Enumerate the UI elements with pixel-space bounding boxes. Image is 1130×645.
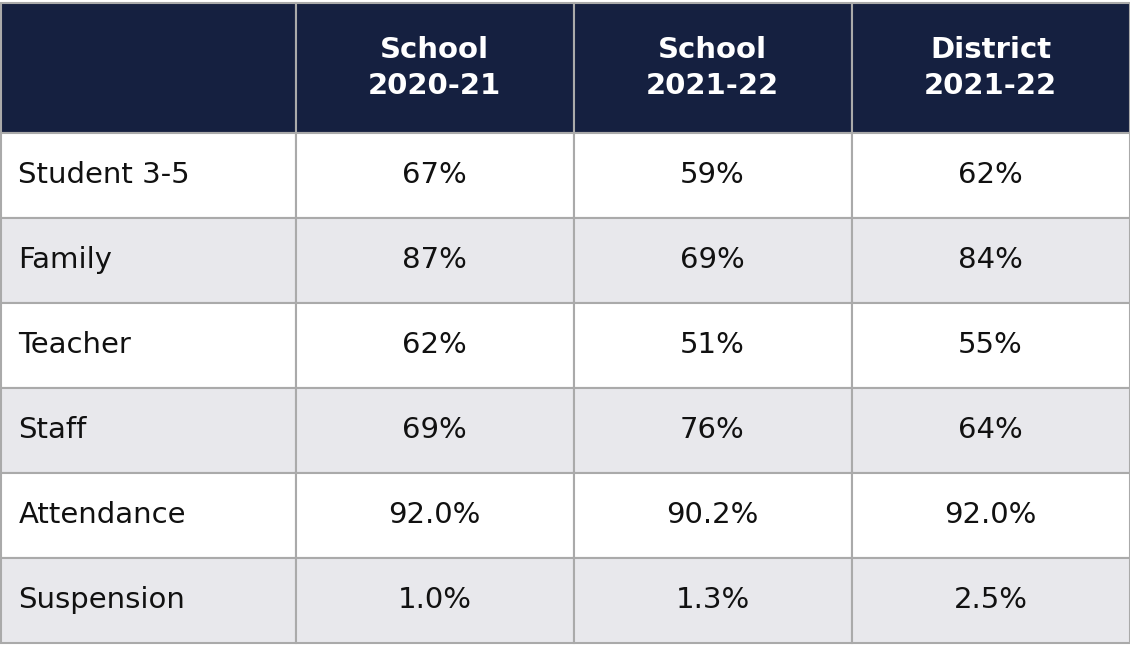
- Text: 2020-21: 2020-21: [368, 72, 501, 99]
- Text: School: School: [380, 35, 489, 63]
- Bar: [296, 3, 574, 132]
- Text: 64%: 64%: [958, 416, 1023, 444]
- Bar: [0, 3, 296, 132]
- Bar: [296, 303, 574, 388]
- Text: 69%: 69%: [402, 416, 467, 444]
- Bar: [0, 473, 296, 557]
- Text: 51%: 51%: [680, 331, 745, 359]
- Bar: [0, 388, 296, 473]
- Text: District: District: [930, 35, 1051, 63]
- Bar: [574, 557, 852, 642]
- Text: 92.0%: 92.0%: [945, 501, 1036, 529]
- Bar: [296, 473, 574, 557]
- Text: 69%: 69%: [680, 246, 745, 274]
- Bar: [574, 217, 852, 303]
- Bar: [0, 557, 296, 642]
- Text: 90.2%: 90.2%: [667, 501, 758, 529]
- Text: 84%: 84%: [958, 246, 1023, 274]
- Bar: [852, 217, 1130, 303]
- Bar: [852, 557, 1130, 642]
- Text: 59%: 59%: [680, 161, 745, 189]
- Bar: [574, 473, 852, 557]
- Text: Suspension: Suspension: [18, 586, 185, 614]
- Text: School: School: [658, 35, 767, 63]
- Text: 62%: 62%: [402, 331, 467, 359]
- Text: 92.0%: 92.0%: [389, 501, 480, 529]
- Text: Teacher: Teacher: [18, 331, 131, 359]
- Text: 2021-22: 2021-22: [646, 72, 779, 99]
- Bar: [296, 217, 574, 303]
- Bar: [852, 388, 1130, 473]
- Text: Family: Family: [18, 246, 113, 274]
- Text: 2.5%: 2.5%: [954, 586, 1027, 614]
- Bar: [296, 132, 574, 217]
- Bar: [296, 557, 574, 642]
- Bar: [574, 132, 852, 217]
- Bar: [852, 132, 1130, 217]
- Text: 1.0%: 1.0%: [398, 586, 471, 614]
- Text: 62%: 62%: [958, 161, 1023, 189]
- Text: Attendance: Attendance: [18, 501, 186, 529]
- Text: 67%: 67%: [402, 161, 467, 189]
- Bar: [852, 303, 1130, 388]
- Bar: [0, 303, 296, 388]
- Text: Staff: Staff: [18, 416, 87, 444]
- Bar: [852, 3, 1130, 132]
- Bar: [574, 303, 852, 388]
- Bar: [296, 388, 574, 473]
- Text: Student 3-5: Student 3-5: [18, 161, 190, 189]
- Bar: [0, 217, 296, 303]
- Text: 76%: 76%: [680, 416, 745, 444]
- Text: 1.3%: 1.3%: [676, 586, 749, 614]
- Bar: [574, 388, 852, 473]
- Bar: [852, 473, 1130, 557]
- Text: 2021-22: 2021-22: [924, 72, 1057, 99]
- Bar: [574, 3, 852, 132]
- Bar: [0, 132, 296, 217]
- Text: 87%: 87%: [402, 246, 467, 274]
- Text: 55%: 55%: [958, 331, 1023, 359]
